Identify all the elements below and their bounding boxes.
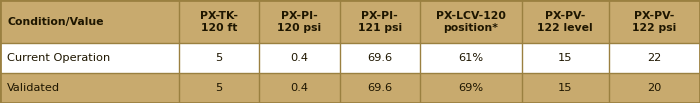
- Text: Validated: Validated: [7, 83, 60, 93]
- Text: 69.6: 69.6: [368, 83, 392, 93]
- Text: Current Operation: Current Operation: [7, 53, 111, 63]
- Text: 15: 15: [558, 83, 573, 93]
- Text: 61%: 61%: [458, 53, 483, 63]
- Text: PX-LCV-120
position*: PX-LCV-120 position*: [436, 11, 505, 33]
- Text: 5: 5: [215, 53, 223, 63]
- Text: PX-PI-
121 psi: PX-PI- 121 psi: [358, 11, 402, 33]
- Text: 0.4: 0.4: [290, 83, 308, 93]
- Text: Condition/Value: Condition/Value: [7, 17, 104, 27]
- Text: 5: 5: [215, 83, 223, 93]
- Text: PX-PI-
120 psi: PX-PI- 120 psi: [277, 11, 321, 33]
- Text: 20: 20: [648, 83, 661, 93]
- Text: PX-PV-
122 level: PX-PV- 122 level: [538, 11, 593, 33]
- Text: PX-PV-
122 psi: PX-PV- 122 psi: [632, 11, 677, 33]
- Text: 22: 22: [648, 53, 661, 63]
- Text: PX-TK-
120 ft: PX-TK- 120 ft: [199, 11, 238, 33]
- Bar: [0, 0, 700, 43]
- Bar: [0, 73, 700, 103]
- Text: 69%: 69%: [458, 83, 483, 93]
- Text: 0.4: 0.4: [290, 53, 308, 63]
- Bar: [0, 43, 700, 73]
- Text: 15: 15: [558, 53, 573, 63]
- Text: 69.6: 69.6: [368, 53, 392, 63]
